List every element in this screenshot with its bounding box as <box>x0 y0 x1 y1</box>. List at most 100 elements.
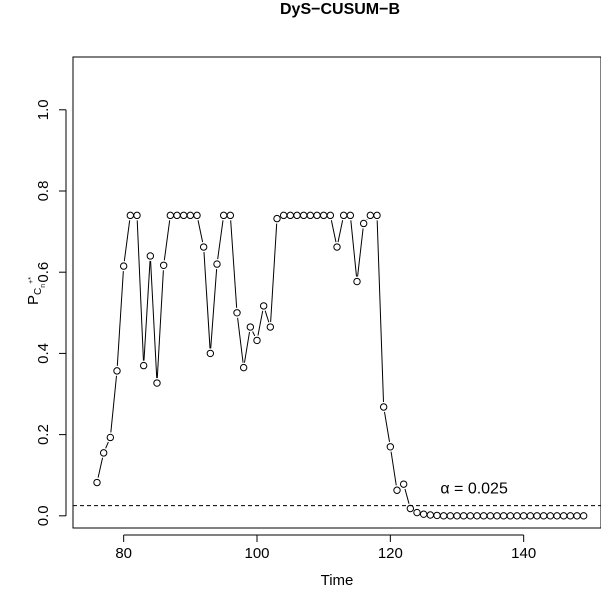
data-point <box>526 512 535 520</box>
x-tick-label: 120 <box>378 545 403 562</box>
data-point <box>426 511 435 519</box>
data-point <box>506 512 515 520</box>
data-point <box>186 211 195 220</box>
data-point <box>406 504 415 513</box>
data-point <box>159 261 168 269</box>
x-tick-label: 140 <box>511 545 536 562</box>
x-tick-label: 80 <box>115 545 132 562</box>
chart-title: DyS−CUSUM−B <box>280 1 400 18</box>
y-axis-label-sup: +* <box>28 277 35 284</box>
data-point <box>279 211 288 220</box>
y-tick-label: 0.6 <box>35 262 52 283</box>
series-segment <box>217 220 224 260</box>
series-segment <box>110 375 117 433</box>
data-point <box>173 211 181 220</box>
data-point <box>339 211 348 220</box>
series-segment <box>376 220 384 403</box>
series-segment <box>270 223 278 323</box>
data-point <box>399 480 408 488</box>
series-segment <box>136 220 144 361</box>
series-segment <box>243 331 251 363</box>
series-segment <box>197 220 204 243</box>
data-point <box>293 211 301 220</box>
data-point <box>433 511 441 520</box>
data-point <box>153 379 161 387</box>
data-point <box>373 211 381 220</box>
series-segment <box>357 228 364 277</box>
data-point <box>346 211 355 220</box>
data-point <box>519 512 528 520</box>
data-point <box>453 512 461 520</box>
data-point <box>359 219 368 228</box>
series-segment <box>390 451 397 486</box>
data-point <box>546 512 555 520</box>
data-point <box>513 512 521 520</box>
data-point <box>119 262 128 270</box>
series-segment <box>97 457 104 478</box>
data-point <box>326 211 335 220</box>
data-point <box>273 214 281 223</box>
series-segment <box>264 310 270 323</box>
data-point <box>299 211 308 220</box>
series-segment <box>210 269 218 349</box>
data-point <box>499 512 508 520</box>
data-point <box>459 512 468 520</box>
data-point <box>106 433 115 442</box>
data-point <box>239 363 248 372</box>
data-point <box>113 367 121 375</box>
series-segment <box>337 220 344 243</box>
series-segment <box>105 441 109 449</box>
x-axis-label: Time <box>321 572 354 589</box>
data-point <box>259 302 268 310</box>
data-point <box>93 478 101 487</box>
data-point <box>566 512 575 520</box>
series-segment <box>404 488 410 504</box>
x-tick-label: 100 <box>244 545 269 562</box>
y-axis-label-sub: C <box>33 288 44 295</box>
data-point <box>479 512 488 520</box>
data-point <box>386 443 395 451</box>
data-point <box>313 211 321 220</box>
data-point <box>219 211 228 220</box>
data-point <box>533 512 541 520</box>
svg-text:PCn+*: PCn +* <box>25 277 47 305</box>
y-tick-label: 0.8 <box>35 181 52 202</box>
data-point <box>473 512 481 520</box>
data-point <box>226 211 235 220</box>
data-point <box>539 512 548 520</box>
data-point <box>166 211 175 220</box>
data-point <box>266 323 275 331</box>
y-tick-label: 0.2 <box>35 424 52 445</box>
series-segment <box>383 411 391 442</box>
data-point <box>199 243 208 251</box>
data-point <box>579 512 588 520</box>
series-segment <box>156 270 164 379</box>
series-segment <box>163 220 171 261</box>
data-point <box>353 277 361 286</box>
data-point <box>486 512 495 520</box>
data-point <box>146 252 155 260</box>
data-point <box>286 211 295 220</box>
data-point <box>246 323 255 331</box>
y-tick-label: 0.0 <box>35 505 52 526</box>
data-point <box>466 512 475 520</box>
series-segment <box>116 271 124 366</box>
data-point <box>126 211 135 220</box>
data-point <box>379 403 388 411</box>
data-point <box>306 211 315 220</box>
data-point <box>446 512 455 520</box>
data-point <box>413 508 421 517</box>
data-point <box>393 486 401 494</box>
data-point <box>213 260 221 268</box>
data-point <box>133 211 141 220</box>
data-point <box>179 211 188 220</box>
y-axis-label-subsub: n <box>40 284 47 288</box>
plot-frame <box>72 56 601 529</box>
series-segment <box>230 220 238 308</box>
series-segment <box>237 317 244 363</box>
data-point <box>419 510 428 518</box>
series-segment <box>252 331 256 337</box>
series-segment <box>203 251 211 349</box>
series-segment <box>257 310 264 336</box>
